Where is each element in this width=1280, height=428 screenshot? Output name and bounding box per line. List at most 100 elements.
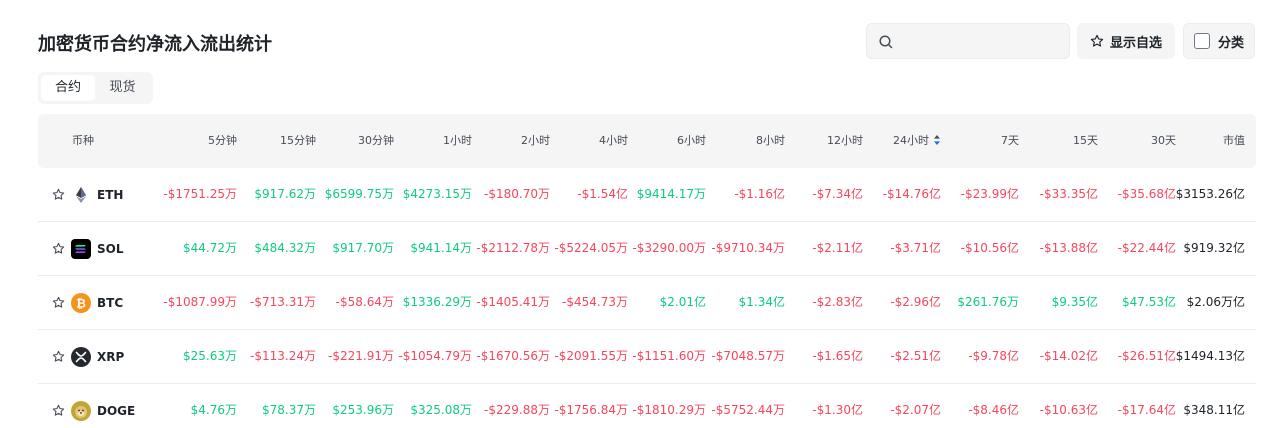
- header-5m[interactable]: 5分钟: [208, 134, 237, 147]
- market-cap: $3153.26亿: [1175, 187, 1245, 201]
- netflow-4h: -$1.54亿: [577, 187, 628, 201]
- netflow-30m: -$58.64万: [335, 295, 394, 309]
- header-15d[interactable]: 15天: [1073, 134, 1098, 147]
- netflow-table: 币种 5分钟 15分钟 30分钟 1小时 2小时 4小时 6小时 8小时 12小…: [38, 114, 1256, 428]
- netflow-8h: -$5752.44万: [711, 403, 785, 417]
- sol-icon: [71, 238, 91, 259]
- netflow-15m: $917.62万: [254, 187, 316, 201]
- header-7d[interactable]: 7天: [1001, 134, 1019, 147]
- header-6h[interactable]: 6小时: [677, 134, 706, 147]
- star-outline-icon: [1090, 34, 1104, 47]
- netflow-8h: $1.34亿: [738, 295, 785, 309]
- netflow-12h: -$7.34亿: [812, 187, 863, 201]
- netflow-2h: -$180.70万: [484, 187, 550, 201]
- netflow-30m: -$221.91万: [328, 349, 394, 363]
- search-box[interactable]: [866, 23, 1070, 60]
- market-cap: $1494.13亿: [1175, 349, 1245, 363]
- netflow-1h: -$1054.79万: [398, 349, 472, 363]
- table-row[interactable]: SOL $44.72万 $484.32万 $917.70万 $941.14万 -$2112…: [38, 222, 1256, 276]
- netflow-30d: -$35.68亿: [1117, 187, 1176, 201]
- favorite-star-icon[interactable]: [52, 404, 65, 417]
- favorite-star-icon[interactable]: [52, 188, 65, 201]
- netflow-7d: -$23.99亿: [960, 187, 1019, 201]
- svg-text:₿: ₿: [76, 296, 86, 310]
- netflow-24h: -$2.51亿: [890, 349, 941, 363]
- netflow-7d: -$9.78亿: [968, 349, 1019, 363]
- coin-symbol[interactable]: ETH: [97, 187, 124, 202]
- netflow-1h: $4273.15万: [402, 187, 472, 201]
- coin-cell: ₿ BTC: [52, 276, 123, 329]
- tab-futures[interactable]: 合约: [41, 75, 95, 101]
- netflow-4h: -$454.73万: [562, 295, 628, 309]
- header-30m[interactable]: 30分钟: [358, 134, 394, 147]
- header-market-cap[interactable]: 市值: [1223, 134, 1245, 147]
- netflow-1h: $941.14万: [410, 241, 472, 255]
- netflow-5m: $44.72万: [183, 241, 237, 255]
- category-label: 分类: [1217, 35, 1244, 51]
- netflow-2h: -$229.88万: [484, 403, 550, 417]
- netflow-24h: -$2.07亿: [890, 403, 941, 417]
- search-icon: [879, 35, 893, 49]
- netflow-5m: -$1751.25万: [163, 187, 237, 201]
- header-24h-label: 24小时: [893, 134, 929, 147]
- netflow-8h: -$9710.34万: [711, 241, 785, 255]
- category-button[interactable]: 分类: [1183, 23, 1255, 59]
- market-cap: $348.11亿: [1183, 403, 1245, 417]
- coin-symbol[interactable]: DOGE: [97, 403, 136, 418]
- header-24h[interactable]: 24小时: [867, 114, 941, 168]
- coin-cell: SOL: [52, 222, 124, 275]
- netflow-15d: -$10.63亿: [1039, 403, 1098, 417]
- table-row[interactable]: ETH -$1751.25万 $917.62万 $6599.75万 $4273.15万 -…: [38, 168, 1256, 222]
- coin-symbol[interactable]: BTC: [97, 295, 124, 310]
- coin-symbol[interactable]: SOL: [97, 241, 124, 256]
- netflow-5m: -$1087.99万: [163, 295, 237, 309]
- netflow-30m: $6599.75万: [324, 187, 394, 201]
- search-input[interactable]: [901, 24, 1065, 60]
- netflow-30d: -$22.44亿: [1117, 241, 1176, 255]
- netflow-24h: -$3.71亿: [890, 241, 941, 255]
- show-favorites-button[interactable]: 显示自选: [1077, 23, 1175, 59]
- header-30d[interactable]: 30天: [1151, 134, 1176, 147]
- sort-icon: [934, 135, 940, 145]
- header-4h[interactable]: 4小时: [599, 134, 628, 147]
- favorite-star-icon[interactable]: [52, 242, 65, 255]
- market-cap: $2.06万亿: [1186, 295, 1245, 309]
- table-row[interactable]: ₿ BTC -$1087.99万 -$713.31万 -$58.64万 $1336.29万…: [38, 276, 1256, 330]
- table-header: 币种 5分钟 15分钟 30分钟 1小时 2小时 4小时 6小时 8小时 12小…: [38, 114, 1256, 168]
- netflow-8h: -$7048.57万: [711, 349, 785, 363]
- header-12h[interactable]: 12小时: [827, 134, 863, 147]
- netflow-7d: -$10.56亿: [960, 241, 1019, 255]
- netflow-24h: -$2.96亿: [890, 295, 941, 309]
- table-row[interactable]: DOGE $4.76万 $78.37万 $253.96万 $325.08万 -$229.8…: [38, 384, 1256, 428]
- netflow-1h: $325.08万: [410, 403, 472, 417]
- favorite-star-icon[interactable]: [52, 350, 65, 363]
- netflow-30d: -$17.64亿: [1117, 403, 1176, 417]
- coin-symbol[interactable]: XRP: [97, 349, 125, 364]
- header-15m[interactable]: 15分钟: [280, 134, 316, 147]
- netflow-6h: -$1151.60万: [632, 349, 706, 363]
- header-1h[interactable]: 1小时: [443, 134, 472, 147]
- eth-icon: [71, 184, 91, 205]
- header-2h[interactable]: 2小时: [521, 134, 550, 147]
- netflow-15m: $78.37万: [262, 403, 316, 417]
- netflow-15m: $484.32万: [254, 241, 316, 255]
- netflow-30d: -$26.51亿: [1117, 349, 1176, 363]
- coin-cell: DOGE: [52, 384, 135, 428]
- coin-cell: XRP: [52, 330, 124, 383]
- category-checkbox[interactable]: [1193, 33, 1210, 49]
- netflow-8h: -$1.16亿: [734, 187, 785, 201]
- netflow-1h: $1336.29万: [402, 295, 472, 309]
- favorite-star-icon[interactable]: [52, 296, 65, 309]
- tab-spot[interactable]: 现货: [109, 80, 136, 95]
- page-title: 加密货币合约净流入流出统计: [38, 34, 272, 55]
- netflow-2h: -$1405.41万: [476, 295, 550, 309]
- netflow-15m: -$113.24万: [250, 349, 316, 363]
- header-8h[interactable]: 8小时: [756, 134, 785, 147]
- market-cap: $919.32亿: [1183, 241, 1245, 255]
- netflow-4h: -$2091.55万: [554, 349, 628, 363]
- netflow-2h: -$2112.78万: [476, 241, 550, 255]
- netflow-30m: $917.70万: [332, 241, 394, 255]
- netflow-6h: -$3290.00万: [632, 241, 706, 255]
- netflow-4h: -$1756.84万: [554, 403, 628, 417]
- table-row[interactable]: XRP $25.63万 -$113.24万 -$221.91万 -$1054.79万 -$…: [38, 330, 1256, 384]
